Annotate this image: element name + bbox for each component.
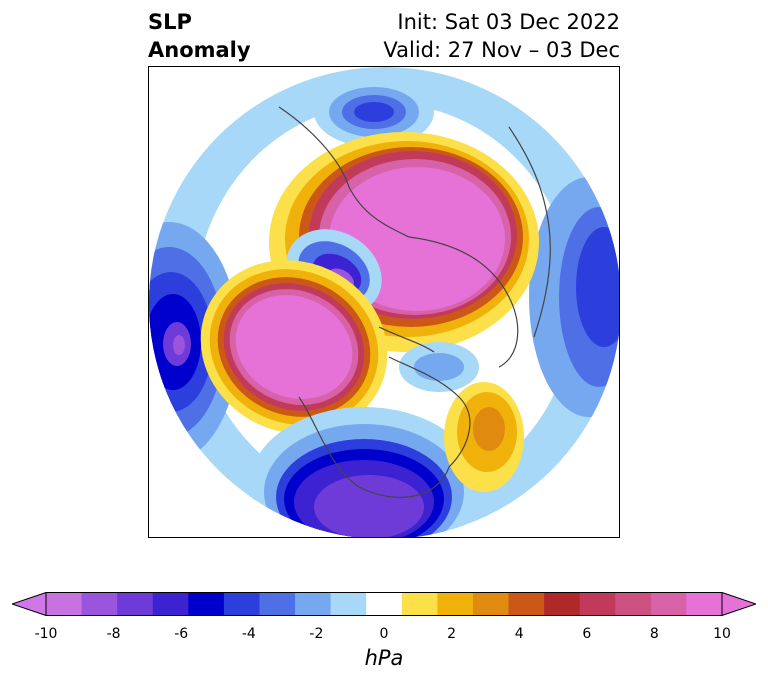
- coastlines: [278, 106, 551, 498]
- colorbar-tick-label: 2: [447, 626, 457, 642]
- colorbar-segment: [152, 592, 189, 616]
- colorbar-tick-label: -2: [309, 626, 324, 642]
- colorbar-tick-label: 8: [649, 626, 659, 642]
- colorbar-segment: [330, 592, 367, 616]
- title-variable: SLP: [148, 10, 192, 34]
- colorbar-segment: [46, 592, 83, 616]
- title-left: SLP Anomaly: [148, 8, 251, 64]
- colorbar-segment: [223, 592, 260, 616]
- colorbar: [12, 592, 756, 616]
- colorbar-segment: [366, 592, 403, 616]
- valid-range: Valid: 27 Nov – 03 Dec: [383, 38, 620, 62]
- colorbar-segment: [259, 592, 296, 616]
- scandinavia-low: [314, 77, 434, 147]
- colorbar-tick-label: -8: [106, 626, 121, 642]
- title-quantity: Anomaly: [148, 38, 251, 62]
- colorbar-segment: [615, 592, 652, 616]
- colorbar-unit-label: hPa: [364, 646, 404, 670]
- colorbar-segment: [401, 592, 438, 616]
- map-panel: [148, 66, 620, 538]
- gulf-alaska-high: [200, 260, 388, 434]
- europe-low: [529, 177, 619, 417]
- colorbar-segment: [117, 592, 154, 616]
- colorbar-segment: [650, 592, 687, 616]
- colorbar-tick-label: 4: [514, 626, 524, 642]
- colorbar-segment: [686, 592, 723, 616]
- title-right: Init: Sat 03 Dec 2022 Valid: 27 Nov – 03…: [383, 8, 620, 64]
- colorbar-tick-label: -10: [34, 626, 58, 642]
- colorbar-tick-label: 0: [379, 626, 389, 642]
- colorbar-segment: [81, 592, 118, 616]
- colorbar-tick-label: 10: [713, 626, 731, 642]
- init-date: Init: Sat 03 Dec 2022: [397, 10, 620, 34]
- atlantic-high: [444, 382, 524, 492]
- slp-anomaly-map: [149, 67, 619, 537]
- colorbar-segment: [544, 592, 581, 616]
- colorbar-segment: [472, 592, 510, 616]
- colorbar-segment: [437, 592, 474, 616]
- colorbar-extend-low: [12, 592, 47, 616]
- colorbar-segment: [295, 592, 332, 616]
- colorbar-tick-label: -6: [174, 626, 189, 642]
- colorbar-segment: [188, 592, 225, 616]
- us-low: [249, 407, 479, 537]
- colorbar-segment: [508, 592, 545, 616]
- colorbar-extend-high: [721, 592, 756, 616]
- colorbar-tick-label: -4: [241, 626, 256, 642]
- colorbar-segment: [579, 592, 616, 616]
- colorbar-tick-label: 6: [582, 626, 592, 642]
